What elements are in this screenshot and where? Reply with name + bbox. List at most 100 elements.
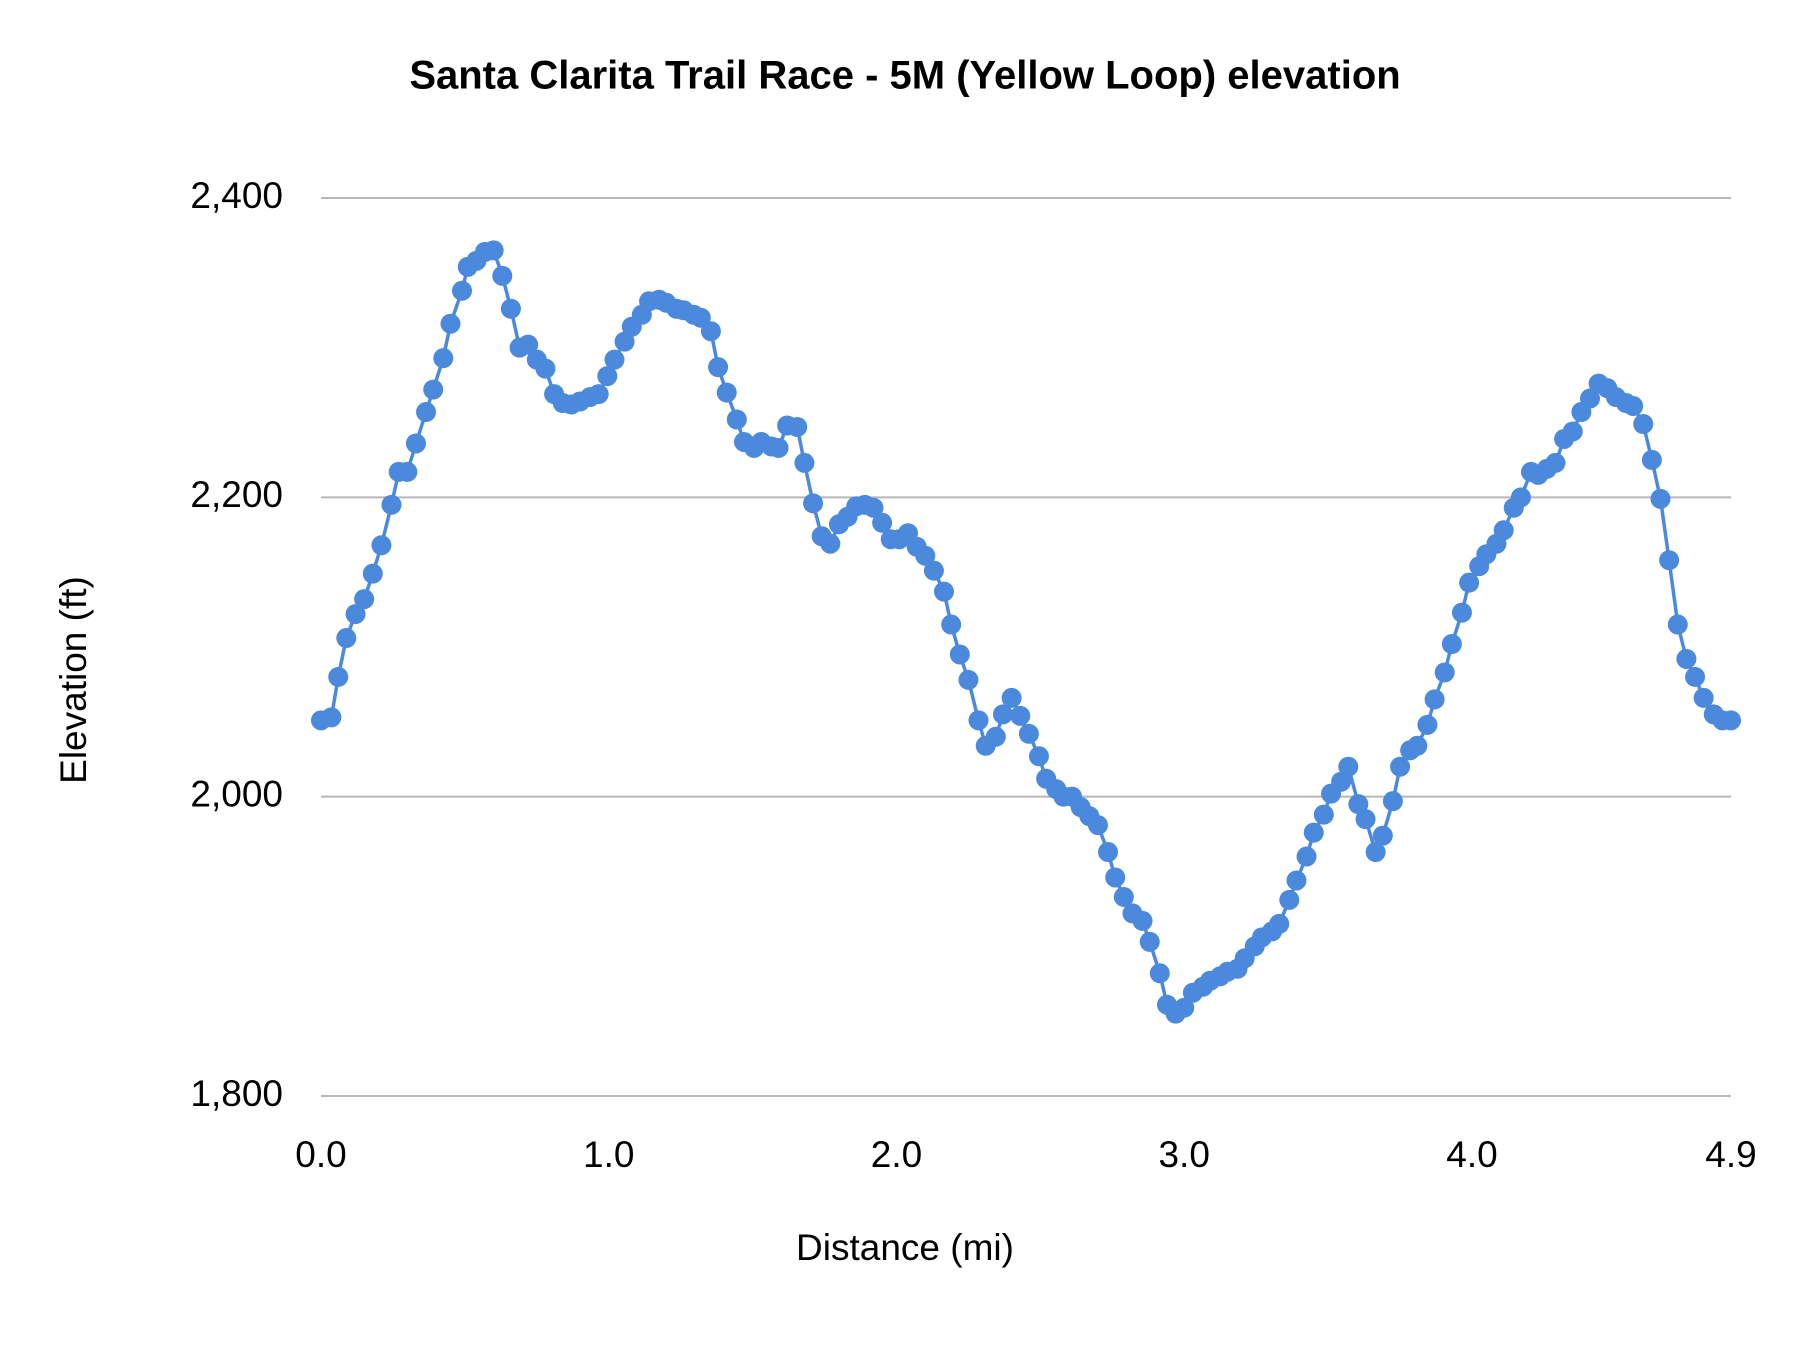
- data-point: [941, 614, 962, 635]
- data-point: [820, 533, 841, 554]
- x-tick-label: 4.9: [1705, 1134, 1756, 1175]
- data-point: [1331, 771, 1352, 792]
- data-point: [923, 560, 944, 581]
- data-point: [700, 321, 721, 342]
- data-point: [1667, 614, 1688, 635]
- data-point: [803, 493, 824, 514]
- data-point: [1623, 396, 1644, 417]
- data-point: [1098, 842, 1119, 863]
- data-point: [933, 581, 954, 602]
- data-point: [345, 604, 366, 625]
- data-point: [992, 704, 1013, 725]
- data-point: [354, 589, 375, 610]
- y-axis-label: Elevation (ft): [53, 576, 94, 784]
- data-point: [1676, 648, 1697, 669]
- data-point: [1633, 413, 1654, 434]
- data-point: [1641, 449, 1662, 470]
- data-point: [1348, 794, 1369, 815]
- data-point: [1010, 705, 1031, 726]
- data-point: [1493, 520, 1514, 541]
- data-point: [371, 535, 392, 556]
- data-point: [949, 644, 970, 665]
- y-tick-label: 2,200: [190, 474, 283, 515]
- data-point: [726, 409, 747, 430]
- data-point: [1693, 687, 1714, 708]
- data-point: [915, 545, 936, 566]
- data-point: [1338, 756, 1359, 777]
- data-point: [1303, 822, 1324, 843]
- data-point: [1510, 487, 1531, 508]
- data-point: [1105, 867, 1126, 888]
- data-point: [1149, 963, 1170, 984]
- data-point: [768, 437, 789, 458]
- y-tick-label: 2,400: [190, 175, 283, 216]
- data-point: [1355, 809, 1376, 830]
- data-point: [716, 382, 737, 403]
- y-tick-label: 1,800: [190, 1073, 283, 1114]
- data-point: [397, 461, 418, 482]
- data-point: [1459, 572, 1480, 593]
- data-point: [1269, 913, 1290, 934]
- data-point: [1441, 634, 1462, 655]
- data-point: [614, 331, 635, 352]
- data-point: [863, 497, 884, 518]
- data-point: [483, 240, 504, 261]
- x-tick-label: 4.0: [1446, 1134, 1497, 1175]
- data-point: [433, 348, 454, 369]
- data-point: [1132, 910, 1153, 931]
- data-point: [1372, 825, 1393, 846]
- data-point: [708, 357, 729, 378]
- data-point: [1279, 889, 1300, 910]
- data-point: [1434, 662, 1455, 683]
- data-point: [1685, 666, 1706, 687]
- data-point: [968, 710, 989, 731]
- data-point: [1650, 488, 1671, 509]
- data-point: [405, 433, 426, 454]
- data-point: [492, 265, 513, 286]
- x-tick-label: 0.0: [295, 1134, 346, 1175]
- data-point: [1390, 756, 1411, 777]
- data-point: [500, 298, 521, 319]
- data-point: [416, 402, 437, 423]
- x-axis-label: Distance (mi): [796, 1227, 1014, 1268]
- data-point: [1562, 421, 1583, 442]
- y-tick-label: 2,000: [190, 773, 283, 814]
- data-point: [381, 494, 402, 515]
- data-point: [362, 563, 383, 584]
- data-point: [604, 349, 625, 370]
- data-point: [1365, 842, 1386, 863]
- data-point: [1001, 687, 1022, 708]
- data-point: [1296, 846, 1317, 867]
- data-point: [787, 416, 808, 437]
- data-point: [336, 628, 357, 649]
- data-point: [1424, 689, 1445, 710]
- chart-title: Santa Clarita Trail Race - 5M (Yellow Lo…: [409, 54, 1400, 98]
- data-point: [1113, 886, 1134, 907]
- data-point: [423, 379, 444, 400]
- data-point: [1028, 746, 1049, 767]
- data-point: [1659, 550, 1680, 571]
- data-point: [1087, 815, 1108, 836]
- data-point: [535, 358, 556, 379]
- x-tick-label: 2.0: [871, 1134, 922, 1175]
- data-point: [518, 334, 539, 355]
- data-point: [597, 366, 618, 387]
- x-tick-label: 3.0: [1159, 1134, 1210, 1175]
- data-point: [1417, 714, 1438, 735]
- data-point: [321, 707, 342, 728]
- data-point: [794, 452, 815, 473]
- data-point: [1407, 735, 1428, 756]
- data-point: [1382, 791, 1403, 812]
- data-point: [1451, 602, 1472, 623]
- data-point: [1545, 452, 1566, 473]
- data-point: [440, 313, 461, 334]
- data-point: [1286, 870, 1307, 891]
- data-point: [452, 280, 472, 301]
- data-point: [1580, 388, 1600, 409]
- data-point: [985, 726, 1006, 747]
- data-point: [872, 512, 893, 533]
- data-point: [328, 666, 349, 687]
- data-point: [1139, 931, 1160, 952]
- data-point: [1313, 804, 1334, 825]
